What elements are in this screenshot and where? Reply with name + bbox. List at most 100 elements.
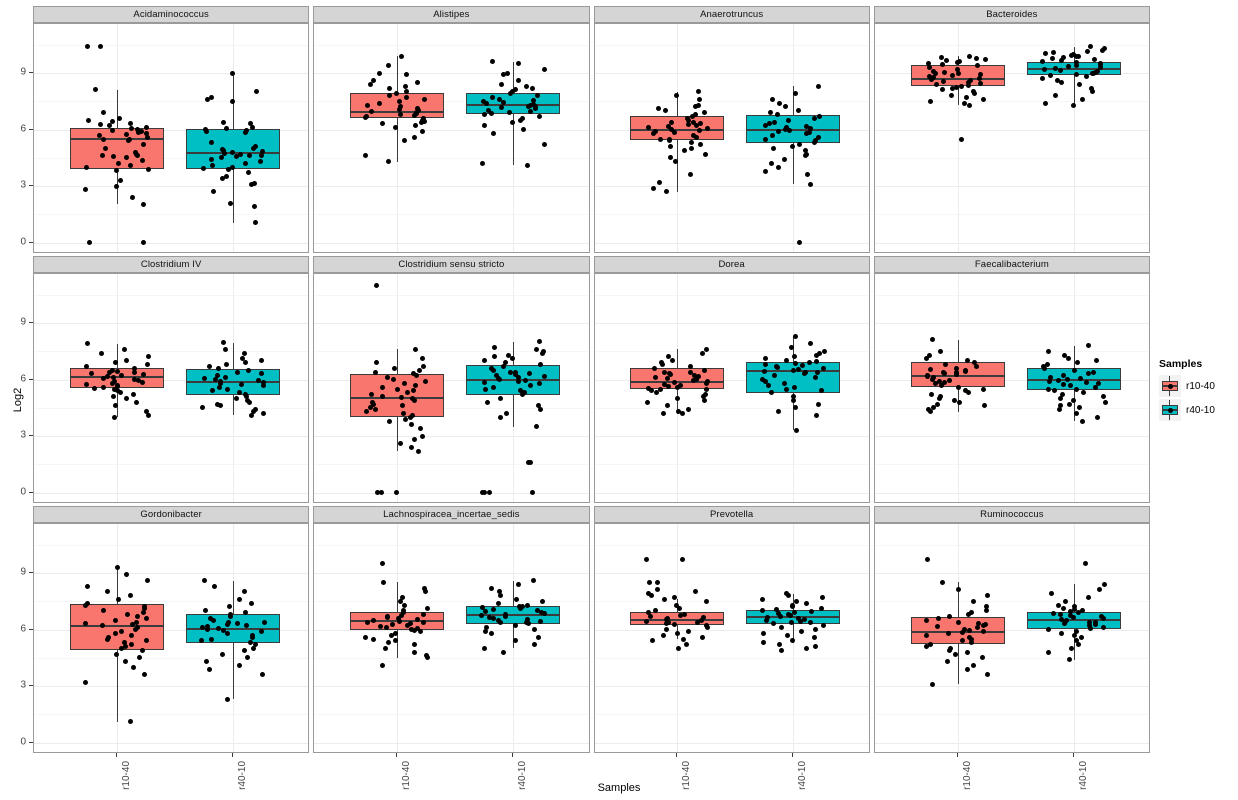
jitter-point xyxy=(1075,610,1081,616)
gridline-major xyxy=(34,323,309,325)
facet-strip: Lachnospiracea_incertae_sedis xyxy=(313,506,590,523)
jitter-point xyxy=(390,377,396,383)
facet-strip-label: Dorea xyxy=(718,259,745,270)
jitter-point xyxy=(398,111,404,117)
jitter-point xyxy=(530,85,536,91)
jitter-point xyxy=(803,645,809,651)
jitter-point xyxy=(1050,56,1056,62)
jitter-point xyxy=(984,608,990,614)
jitter-point xyxy=(117,390,123,396)
boxplot-median xyxy=(466,104,561,107)
gridline-major xyxy=(314,629,589,631)
boxplot-median xyxy=(910,630,1005,633)
jitter-point xyxy=(484,399,490,405)
jitter-point xyxy=(984,672,990,678)
y-axis: 0 3 6 9 xyxy=(0,273,33,503)
jitter-point xyxy=(242,589,248,595)
jitter-point xyxy=(385,614,391,620)
x-axis-tick-label: r10-40 xyxy=(961,761,973,790)
gridline-minor xyxy=(314,714,589,716)
gridline-major xyxy=(594,686,869,688)
jitter-point xyxy=(703,380,709,386)
jitter-point xyxy=(249,125,255,131)
jitter-point xyxy=(131,369,137,375)
jitter-point xyxy=(386,159,392,165)
jitter-point xyxy=(778,625,784,631)
jitter-point xyxy=(1068,612,1074,618)
jitter-point xyxy=(85,583,91,589)
jitter-point xyxy=(242,647,248,653)
jitter-point xyxy=(100,153,106,159)
jitter-point xyxy=(517,117,523,123)
jitter-point xyxy=(943,361,949,367)
jitter-point xyxy=(924,374,930,380)
facet-strip-label: Anaerotruncus xyxy=(700,9,764,20)
jitter-point xyxy=(1065,356,1071,362)
jitter-point xyxy=(962,368,968,374)
jitter-point xyxy=(1056,407,1062,413)
jitter-point xyxy=(513,369,519,375)
jitter-point xyxy=(1042,365,1048,371)
jitter-point xyxy=(228,613,234,619)
jitter-point xyxy=(414,626,420,632)
jitter-point xyxy=(492,354,498,360)
jitter-point xyxy=(129,126,135,132)
jitter-point xyxy=(144,125,150,131)
jitter-point xyxy=(665,376,671,382)
jitter-point xyxy=(770,621,776,627)
jitter-point xyxy=(793,91,799,97)
jitter-point xyxy=(786,593,792,599)
jitter-point xyxy=(937,348,943,354)
jitter-point xyxy=(801,616,807,622)
y-axis-tick-label: 9 xyxy=(20,316,26,328)
jitter-point xyxy=(703,346,709,352)
jitter-point xyxy=(775,364,781,370)
jitter-point xyxy=(1071,367,1077,373)
y-axis-tick-label: 9 xyxy=(20,566,26,578)
jitter-point xyxy=(1068,609,1073,615)
jitter-point xyxy=(531,578,537,584)
x-axis-tick-label: r40-10 xyxy=(236,761,248,790)
jitter-point xyxy=(411,134,417,140)
jitter-point xyxy=(373,407,379,413)
jitter-point xyxy=(411,397,417,403)
jitter-point xyxy=(1082,561,1088,567)
gridline-minor xyxy=(594,44,869,46)
facet-panel: Prevotella xyxy=(593,506,870,753)
jitter-point xyxy=(368,81,374,87)
jitter-point xyxy=(954,365,960,371)
jitter-point xyxy=(1071,604,1077,610)
gridline-minor xyxy=(34,351,309,353)
gridline-major xyxy=(314,73,589,75)
jitter-point xyxy=(982,403,988,409)
jitter-point xyxy=(784,358,790,364)
jitter-point xyxy=(1076,81,1082,87)
legend-entry[interactable]: r40-10 xyxy=(1159,399,1215,421)
gridline-minor xyxy=(594,351,869,353)
y-axis-tick xyxy=(29,378,33,380)
jitter-point xyxy=(129,632,135,638)
gridline-minor xyxy=(34,214,309,216)
gridline-major xyxy=(34,436,309,438)
legend-entry[interactable]: r10-40 xyxy=(1159,375,1215,397)
jitter-point xyxy=(259,358,265,364)
jitter-point xyxy=(967,102,973,108)
boxplot-median xyxy=(466,378,561,381)
gridline-minor xyxy=(314,544,589,546)
jitter-point xyxy=(649,638,655,644)
jitter-point xyxy=(704,598,710,604)
jitter-point xyxy=(697,128,703,134)
jitter-point xyxy=(1074,54,1080,60)
jitter-point xyxy=(530,97,536,103)
jitter-point xyxy=(797,618,803,624)
jitter-point xyxy=(239,381,245,387)
gridline-minor xyxy=(874,407,1149,409)
gridline-minor xyxy=(874,464,1149,466)
jitter-point xyxy=(252,180,257,186)
y-axis-tick-label: 3 xyxy=(20,429,26,441)
gridline-minor xyxy=(874,714,1149,716)
jitter-point xyxy=(644,618,650,624)
jitter-point xyxy=(507,110,513,116)
jitter-point xyxy=(245,367,251,373)
facet-panel: Bacteroides xyxy=(873,6,1150,253)
